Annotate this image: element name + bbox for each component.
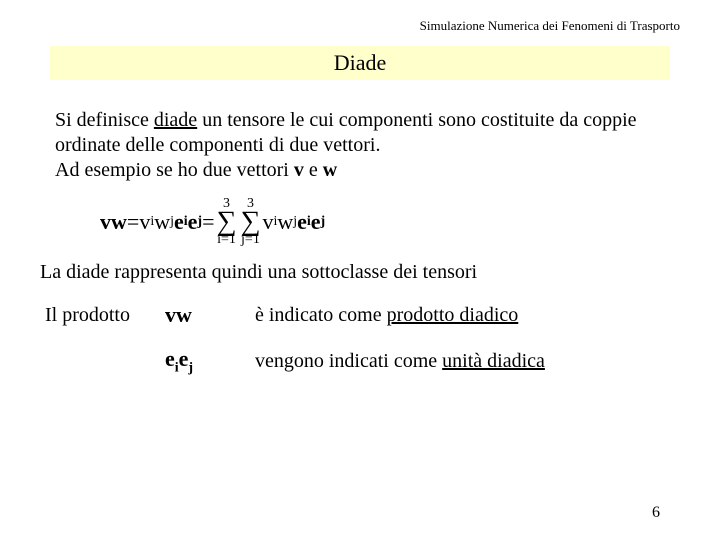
eq-w2: w bbox=[277, 209, 293, 235]
row2-e1: e bbox=[165, 346, 175, 371]
definition-paragraph: Si definisce diade un tensore le cui com… bbox=[55, 108, 665, 183]
slide-title: Diade bbox=[50, 46, 670, 80]
sigma-icon: ∑ bbox=[240, 211, 260, 233]
para1-a: Si definisce bbox=[55, 109, 154, 131]
eq-v2: v bbox=[262, 209, 273, 235]
eq-ei1: e bbox=[174, 209, 184, 235]
eq-j4: j bbox=[321, 214, 326, 230]
eq-w: w bbox=[154, 209, 170, 235]
row2-j: j bbox=[188, 361, 193, 376]
sigma-icon: ∑ bbox=[217, 211, 237, 233]
subclass-text: La diade rappresenta quindi una sottocla… bbox=[40, 261, 680, 284]
sum-i: 3 ∑ i=1 bbox=[217, 197, 237, 247]
eq-ei2: e bbox=[297, 209, 307, 235]
eq-v: v bbox=[139, 209, 150, 235]
eq-eq1: = bbox=[127, 209, 139, 235]
para2-a: Ad esempio se ho due vettori bbox=[55, 159, 294, 181]
row1-sym: vw bbox=[165, 302, 255, 328]
dyad-equation: vw = viwjeiej = 3 ∑ i=1 3 ∑ j=1 viwjeiej bbox=[100, 197, 720, 247]
row2-desc-b: unità diadica bbox=[442, 350, 545, 372]
eq-rhs2: viwjeiej bbox=[262, 209, 325, 235]
eq-rhs1: viwjeiej bbox=[139, 209, 202, 235]
para2-w: w bbox=[323, 159, 337, 181]
eq-eq2: = bbox=[202, 209, 214, 235]
para2-mid: e bbox=[304, 159, 323, 181]
eq-ej2: e bbox=[311, 209, 321, 235]
row1-desc-b: prodotto diadico bbox=[387, 304, 519, 326]
row2-sym: eiej bbox=[165, 346, 255, 376]
page-number: 6 bbox=[652, 504, 660, 522]
sum-j: 3 ∑ j=1 bbox=[240, 197, 260, 247]
para2-v: v bbox=[294, 159, 304, 181]
course-header: Simulazione Numerica dei Fenomeni di Tra… bbox=[0, 0, 720, 34]
row1-label: Il prodotto bbox=[45, 304, 165, 327]
row-prodotto: Il prodotto vw è indicato come prodotto … bbox=[45, 302, 675, 328]
row2-e2: e bbox=[179, 346, 189, 371]
row-unita: eiej vengono indicati come unità diadica bbox=[45, 346, 675, 376]
sum-i-bot: i=1 bbox=[217, 233, 236, 247]
row2-desc-a: vengono indicati come bbox=[255, 350, 442, 372]
eq-ej1: e bbox=[188, 209, 198, 235]
row1-desc: è indicato come prodotto diadico bbox=[255, 304, 675, 327]
eq-lhs: vw bbox=[100, 209, 127, 235]
row2-desc: vengono indicati come unità diadica bbox=[255, 350, 675, 373]
row1-desc-a: è indicato come bbox=[255, 304, 387, 326]
sum-j-bot: j=1 bbox=[241, 233, 260, 247]
para1-diade: diade bbox=[154, 109, 197, 131]
